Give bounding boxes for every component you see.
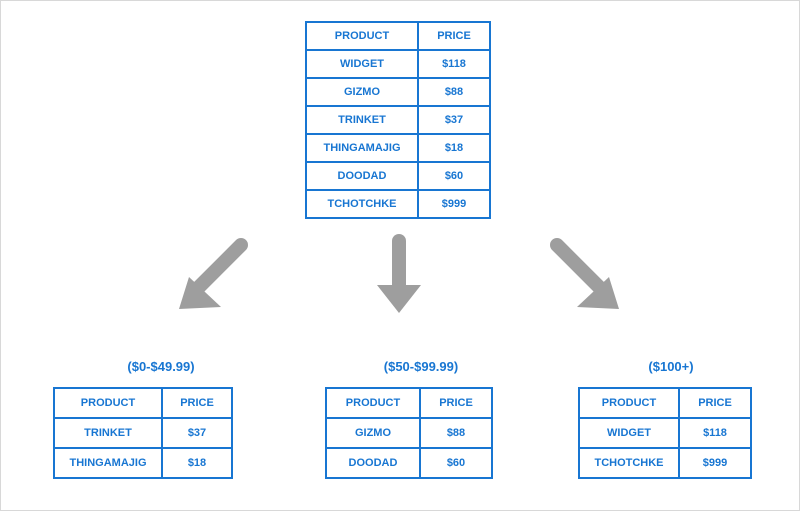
bucket-col-header-price: PRICE [162,388,232,418]
table-row: THINGAMAJIG$18 [54,448,232,478]
arrow-down-left-icon [179,245,241,309]
bucket-col-header-product: PRODUCT [326,388,420,418]
bucket-label-mid: ($50-$99.99) [331,359,511,374]
bucket-label-high: ($100+) [581,359,761,374]
table-row: TCHOTCHKE$999 [579,448,751,478]
source-col-header-price: PRICE [418,22,490,50]
bucket-label-low: ($0-$49.99) [71,359,251,374]
table-row: TCHOTCHKE$999 [306,190,490,218]
table-row: THINGAMAJIG$18 [306,134,490,162]
bucket-col-header-price: PRICE [420,388,492,418]
bucket-table-high: PRODUCT PRICE WIDGET$118 TCHOTCHKE$999 [578,387,752,479]
table-row: GIZMO$88 [326,418,492,448]
table-row: GIZMO$88 [306,78,490,106]
table-row: DOODAD$60 [306,162,490,190]
bucket-col-header-product: PRODUCT [579,388,679,418]
source-col-header-product: PRODUCT [306,22,418,50]
bucket-table-mid: PRODUCT PRICE GIZMO$88 DOODAD$60 [325,387,493,479]
arrow-down-right-icon [557,245,619,309]
table-row: WIDGET$118 [306,50,490,78]
split-arrows [179,233,619,331]
table-row: TRINKET$37 [54,418,232,448]
table-row: WIDGET$118 [579,418,751,448]
arrow-down-icon [377,241,421,313]
table-row: TRINKET$37 [306,106,490,134]
bucket-table-low: PRODUCT PRICE TRINKET$37 THINGAMAJIG$18 [53,387,233,479]
bucket-col-header-product: PRODUCT [54,388,162,418]
source-table: PRODUCT PRICE WIDGET$118 GIZMO$88 TRINKE… [305,21,491,219]
table-row: DOODAD$60 [326,448,492,478]
bucket-col-header-price: PRICE [679,388,751,418]
diagram-canvas: PRODUCT PRICE WIDGET$118 GIZMO$88 TRINKE… [0,0,800,511]
